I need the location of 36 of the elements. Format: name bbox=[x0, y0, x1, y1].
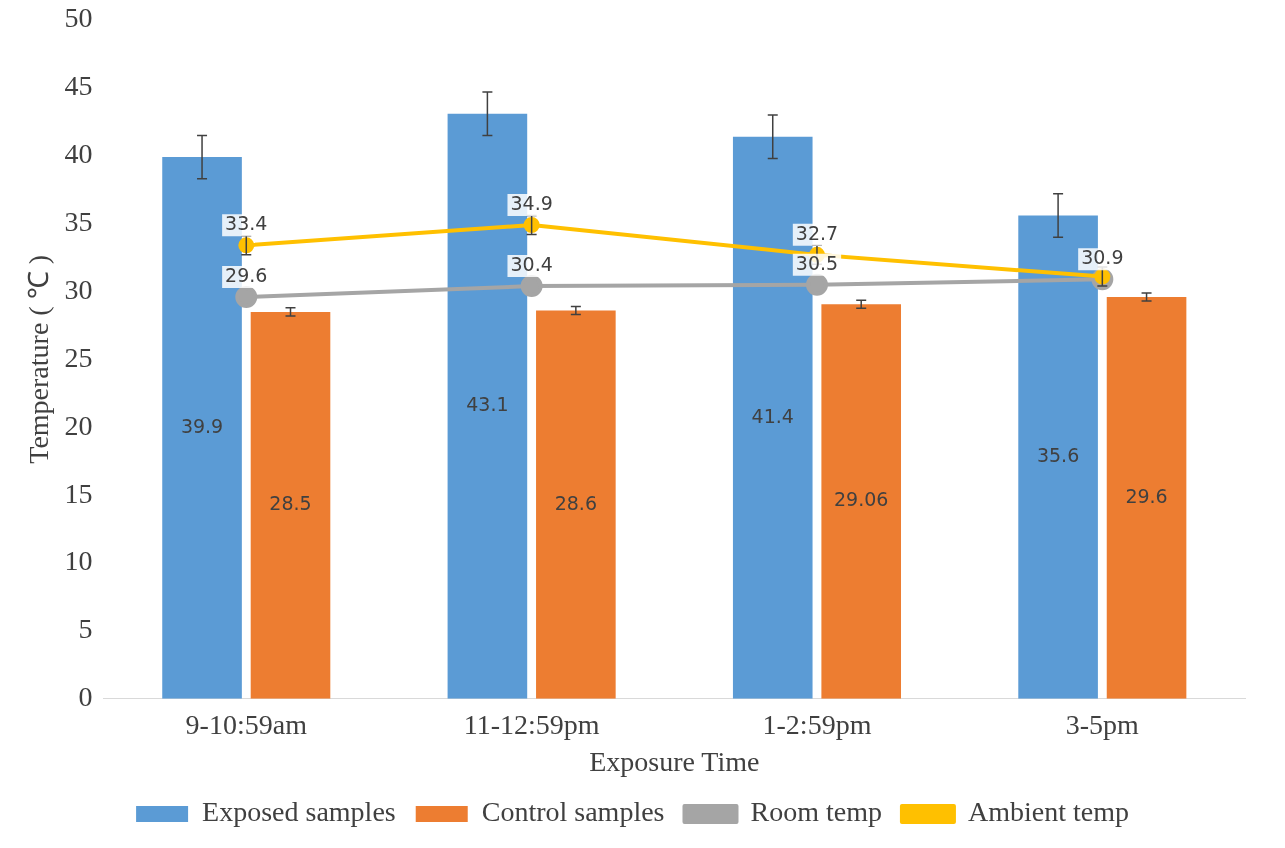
y-tick-label: 15 bbox=[64, 477, 93, 509]
legend-label: Control samples bbox=[481, 796, 665, 828]
data-label: 43.1 bbox=[466, 393, 509, 416]
data-label: 29.06 bbox=[834, 488, 889, 511]
data-label: 30.9 bbox=[1081, 246, 1124, 269]
data-label: 35.6 bbox=[1036, 444, 1080, 467]
x-tick-label: 3-5pm bbox=[1065, 708, 1140, 740]
data-label: 30.4 bbox=[510, 253, 553, 276]
y-tick-label: 5 bbox=[78, 613, 93, 645]
data-label: 29.6 bbox=[1125, 484, 1168, 507]
data-label: 29.6 bbox=[225, 263, 268, 286]
legend-label: Room temp bbox=[750, 796, 882, 828]
data-label: 28.6 bbox=[554, 491, 598, 514]
y-tick-label: 40 bbox=[64, 138, 93, 170]
y-tick-label: 10 bbox=[64, 545, 93, 577]
y-tick-label: 30 bbox=[64, 273, 93, 305]
x-tick-label: 1-2:59pm bbox=[762, 708, 872, 740]
y-tick-label: 20 bbox=[64, 409, 93, 441]
y-axis-title: Temperature ( ℃ ) bbox=[23, 255, 55, 464]
y-tick-label: 35 bbox=[64, 206, 93, 237]
legend-label: Exposed samples bbox=[202, 796, 396, 828]
x-tick-label: 9-10:59am bbox=[185, 708, 308, 740]
y-tick-label: 50 bbox=[64, 2, 93, 34]
data-label: 32.7 bbox=[795, 221, 839, 244]
data-label: 41.4 bbox=[751, 404, 794, 427]
x-axis-title: Exposure Time bbox=[589, 745, 760, 777]
y-tick-label: 0 bbox=[78, 681, 93, 713]
data-label: 33.4 bbox=[225, 212, 268, 235]
x-tick-label: 11-12:59pm bbox=[463, 708, 600, 740]
data-label: 34.9 bbox=[510, 191, 553, 214]
data-label: 30.5 bbox=[795, 251, 839, 274]
legend-label: Ambient temp bbox=[967, 796, 1129, 828]
y-tick-label: 45 bbox=[64, 70, 93, 102]
data-label: 28.5 bbox=[269, 492, 312, 515]
data-label: 39.9 bbox=[180, 414, 224, 437]
y-tick-label: 25 bbox=[64, 341, 93, 373]
